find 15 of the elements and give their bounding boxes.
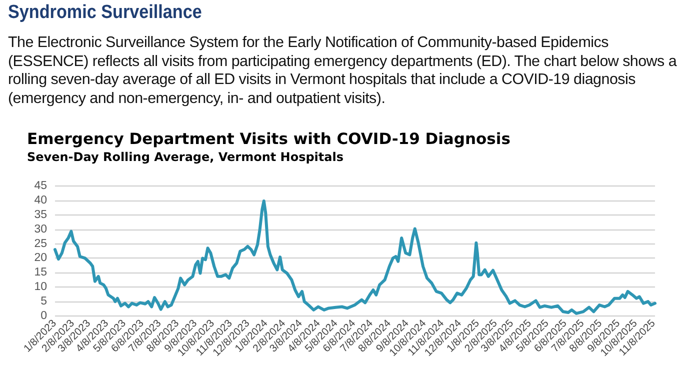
chart-subtitle: Seven-Day Rolling Average, Vermont Hospitals (27, 150, 344, 164)
y-tick-label: 30 (34, 223, 47, 236)
chart-title: Emergency Department Visits with COVID-19 Diagnosis (27, 130, 510, 148)
y-tick-label: 35 (34, 208, 47, 221)
y-tick-label: 0 (40, 310, 47, 322)
y-tick-label: 10 (34, 281, 47, 294)
text: The Electronic Surveillance System for the Early Notification of Community-based Epidemics (ESSENCE) reflects all visits from participating emergency departments (ED). The chart below shows a rolling seven-day average of all ED visits in Vermont hospitals that include a COVID-19 diagnosis (emergency and non-emergency, in- and outpatient visits). (8, 34, 678, 108)
y-tick-label: 15 (34, 266, 47, 279)
y-tick-label: 5 (40, 296, 47, 308)
y-tick-label: 45 (34, 180, 47, 192)
y-tick-label: 40 (34, 194, 47, 206)
y-tick-label: 20 (34, 252, 47, 264)
text: Syndromic Surveillance (8, 2, 202, 24)
line-series (54, 200, 656, 315)
y-tick-label: 25 (34, 238, 47, 250)
